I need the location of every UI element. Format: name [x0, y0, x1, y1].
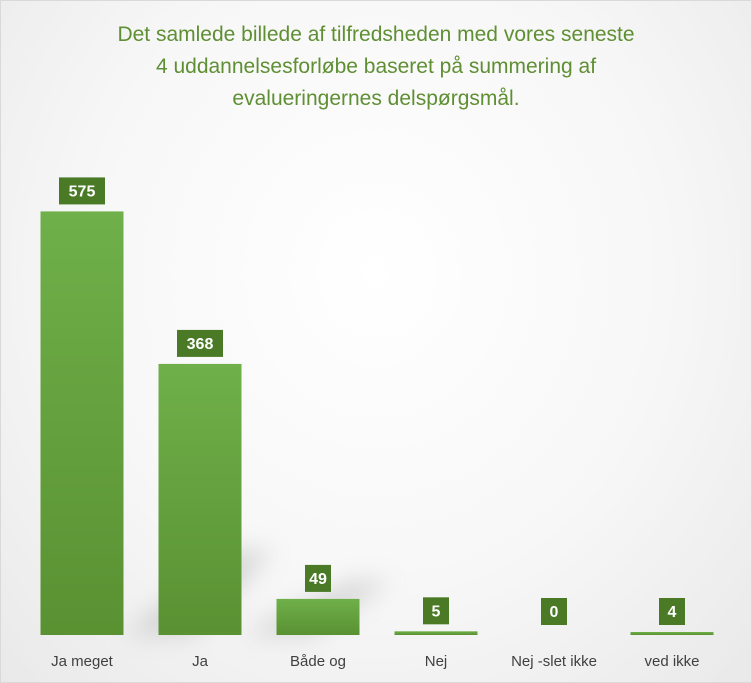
chart-title-line-1: Det samlede billede af tilfredsheden med…: [117, 23, 635, 46]
data-label-box: [59, 177, 105, 205]
data-label: 368: [187, 336, 214, 353]
bar: [158, 363, 242, 635]
data-label: 49: [309, 571, 327, 588]
data-label-box: [423, 597, 449, 625]
category-label: Nej: [425, 653, 448, 670]
data-label: 0: [550, 604, 559, 621]
data-label: 5: [432, 603, 441, 620]
data-label-box: [305, 564, 331, 592]
category-label: ved ikke: [644, 653, 699, 670]
chart-title-line-3: evalueringernes delspørgsmål.: [232, 87, 520, 110]
data-label-box: [659, 598, 685, 625]
chart-title-line-2: 4 uddannelsesforløbe baseret på summerin…: [155, 55, 597, 78]
bar: [40, 211, 124, 635]
data-label-box: [177, 329, 223, 357]
data-label-box: [541, 598, 567, 625]
data-label: 575: [69, 183, 96, 200]
bar: [630, 632, 714, 635]
category-label: Nej -slet ikke: [511, 653, 597, 670]
data-label: 4: [668, 604, 677, 621]
category-label: Både og: [290, 653, 346, 670]
category-label: Ja: [192, 653, 209, 670]
chart-title: Det samlede billede af tilfredsheden med…: [61, 19, 691, 115]
category-label: Ja meget: [51, 653, 114, 670]
bar: [394, 631, 478, 635]
bar: [276, 598, 360, 635]
